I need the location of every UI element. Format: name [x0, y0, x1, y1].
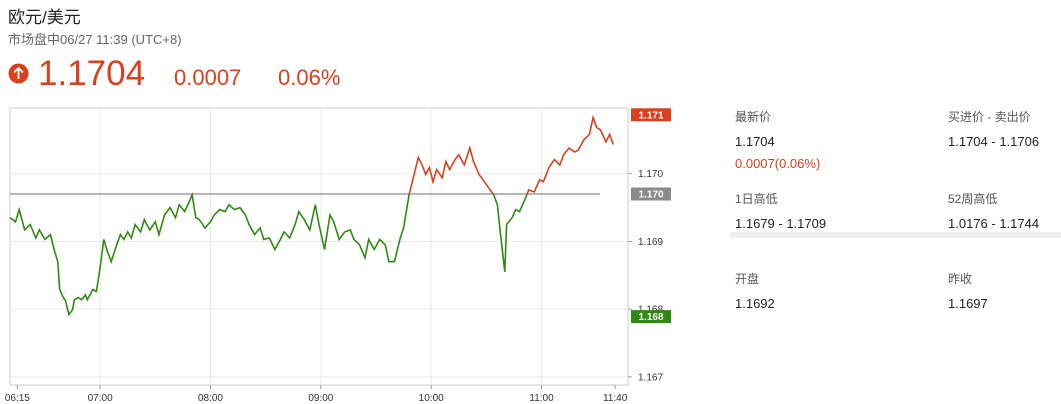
change: 0.0007	[174, 65, 242, 90]
x-tick-label: 10:00	[419, 393, 444, 404]
marker-box	[631, 187, 671, 201]
stat-value: 1.1692	[735, 296, 775, 311]
stat-label: 1日高低	[735, 192, 778, 206]
x-tick-label: 06:15	[5, 393, 30, 404]
status: 市场盘中06/27 11:39 (UTC+8)	[8, 32, 182, 47]
stat-label: 开盘	[735, 272, 760, 286]
stat-label: 最新价	[735, 110, 772, 124]
x-tick-label: 08:00	[198, 393, 223, 404]
divider	[730, 232, 1061, 238]
stat-label: 买进价 - 卖出价	[948, 110, 1031, 124]
change-pct: 0.06%	[278, 65, 341, 90]
stat-label: 52周高低	[948, 192, 998, 206]
y-tick-label: 1.167	[638, 372, 663, 383]
stat-value: 1.1704 - 1.1706	[948, 134, 1040, 149]
marker-box	[631, 108, 671, 122]
price: 1.1704	[38, 54, 146, 93]
x-tick-label: 11:40	[603, 393, 628, 404]
x-tick-label: 07:00	[88, 393, 113, 404]
stat-value: 1.0176 - 1.1744	[948, 216, 1040, 231]
plot-frame	[9, 107, 629, 386]
y-tick-label: 1.170	[638, 169, 663, 180]
stat-label: 昨收	[948, 272, 973, 286]
marker-box	[631, 310, 671, 324]
stat-note: 0.0007(0.06%)	[735, 156, 821, 171]
up-icon	[8, 63, 29, 84]
marker-label: 1.168	[638, 312, 663, 323]
chart: 1.167 1.168 1.169 1.170 06:15 07:00 08:00 09:00…	[5, 107, 671, 404]
stat-value: 1.1697	[948, 296, 988, 311]
x-tick-label: 11:00	[529, 393, 554, 404]
x-tick-label: 09:00	[308, 393, 333, 404]
y-tick-label: 1.169	[638, 237, 663, 248]
marker-label: 1.170	[638, 190, 663, 201]
stat-value: 1.1679 - 1.1709	[735, 216, 827, 231]
marker-label: 1.171	[638, 110, 663, 121]
title: 欧元/美元	[8, 8, 81, 27]
stat-value: 1.1704	[735, 134, 775, 149]
price-line	[9, 114, 615, 317]
